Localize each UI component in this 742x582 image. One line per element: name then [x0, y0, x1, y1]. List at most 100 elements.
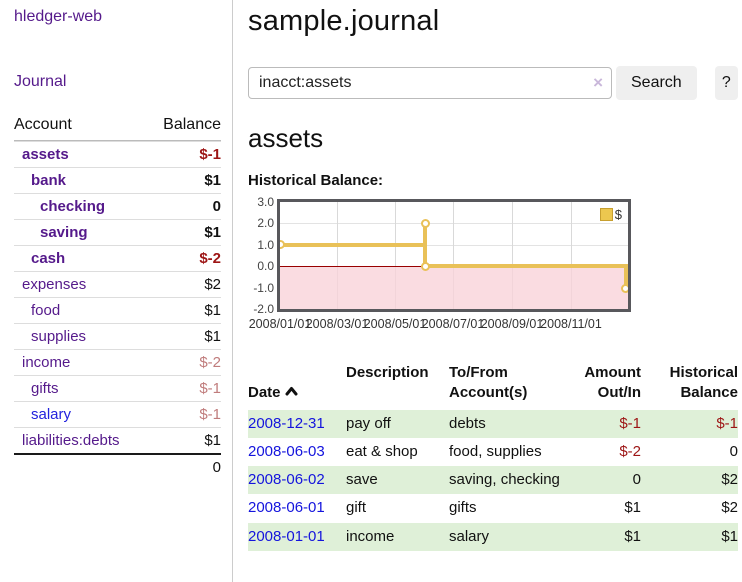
tofrom-column-header: To/From Account(s) — [449, 364, 528, 402]
account-link-food[interactable]: food — [31, 302, 61, 319]
negative-region — [280, 266, 628, 309]
account-heading: assets — [248, 123, 324, 153]
account-link-gifts[interactable]: gifts — [31, 380, 59, 397]
transaction-balance: 0 — [729, 442, 738, 460]
sort-ascending-icon — [285, 383, 298, 403]
gridline — [571, 202, 572, 309]
account-balance: $-1 — [199, 406, 221, 423]
gridline — [280, 223, 628, 224]
account-balance: $-1 — [199, 146, 221, 163]
transaction-accounts: salary — [449, 522, 561, 551]
account-link-assets[interactable]: assets — [22, 146, 69, 163]
gridline — [395, 202, 396, 309]
account-row: salary $-1 — [14, 401, 221, 427]
transaction-description: eat & shop — [346, 442, 418, 460]
account-link-income[interactable]: income — [22, 354, 71, 371]
y-tick: -1.0 — [253, 281, 274, 295]
sidebar: hledger-web Journal Account Balance asse… — [0, 0, 233, 582]
transaction-date-link[interactable]: 2008-06-01 — [248, 499, 325, 517]
y-tick: 1.0 — [257, 238, 274, 252]
transaction-balance: $1 — [643, 522, 738, 551]
register-row: 2008-06-03 eat & shop food, supplies $-2… — [248, 438, 738, 466]
gridline — [453, 202, 454, 309]
account-balance: $1 — [204, 302, 221, 319]
x-tick: 2008/01/01 — [248, 317, 312, 331]
main-content: sample.journal × Search ? assets Histori… — [248, 0, 738, 582]
historical-balance-chart: 3.0 2.0 1.0 0.0 -1.0 -2.0 — [248, 195, 738, 339]
transaction-accounts: gifts — [449, 499, 477, 517]
line-segment — [280, 243, 427, 247]
account-row: income $-2 — [14, 349, 221, 375]
amount-column-header: Amount Out/In — [584, 364, 641, 402]
clear-search-icon[interactable]: × — [593, 73, 603, 92]
account-link-liabilities-debts[interactable]: liabilities:debts — [22, 432, 120, 449]
transaction-date-link[interactable]: 2008-01-01 — [248, 527, 325, 545]
transaction-balance: $-1 — [643, 409, 738, 438]
account-link-saving[interactable]: saving — [40, 224, 88, 241]
legend-swatch — [599, 208, 613, 221]
transaction-balance: $2 — [721, 499, 738, 517]
transaction-description: gift — [346, 499, 367, 517]
account-row: saving $1 — [14, 219, 221, 245]
account-link-expenses[interactable]: expenses — [22, 276, 87, 293]
account-column-header: Account — [14, 116, 72, 133]
transaction-accounts: debts — [449, 409, 561, 438]
account-link-checking[interactable]: checking — [40, 198, 106, 215]
line-segment — [423, 264, 628, 268]
chart-title: Historical Balance: — [248, 172, 384, 189]
transaction-amount: 0 — [561, 466, 643, 495]
data-point — [421, 262, 430, 271]
transaction-amount: $-2 — [619, 442, 641, 460]
register-header-row: Date Description To/From Account(s) Amou… — [248, 361, 738, 410]
account-row: gifts $-1 — [14, 375, 221, 401]
date-column-header[interactable]: Date — [248, 361, 346, 410]
y-tick: 3.0 — [257, 195, 274, 209]
y-tick: 2.0 — [257, 216, 274, 230]
account-balance: $2 — [204, 276, 221, 293]
data-point — [280, 240, 285, 249]
register-row: 2008-12-31 pay off debts $-1 $-1 — [248, 409, 738, 438]
balance-column-header: Balance — [163, 116, 221, 133]
gridline — [280, 245, 628, 246]
account-link-cash[interactable]: cash — [31, 250, 66, 267]
x-tick: 2008/03/01 — [305, 317, 369, 331]
gridline — [512, 202, 513, 309]
account-row: liabilities:debts $1 — [14, 427, 221, 453]
search-button[interactable]: Search — [616, 66, 697, 100]
account-balance: $1 — [204, 328, 221, 345]
register-row: 2008-06-02 save saving, checking 0 $2 — [248, 466, 738, 495]
register-row: 2008-06-01 gift gifts $1 $2 — [248, 494, 738, 522]
account-row: supplies $1 — [14, 323, 221, 349]
x-tick: 2008/09/01 — [480, 317, 544, 331]
y-tick: 0.0 — [257, 259, 274, 273]
transaction-description: pay off — [346, 409, 449, 438]
app-title-link[interactable]: hledger-web — [14, 8, 103, 25]
account-row: bank $1 — [14, 167, 221, 193]
plot-area: $ — [277, 199, 631, 312]
balance-column-header: Historical Balance — [669, 364, 738, 402]
transaction-description: save — [346, 466, 449, 495]
sidebar-item-journal[interactable]: Journal — [14, 73, 67, 90]
account-balance: $1 — [204, 432, 221, 449]
transaction-date-link[interactable]: 2008-06-02 — [248, 471, 325, 488]
transaction-date-link[interactable]: 2008-06-03 — [248, 442, 325, 460]
transaction-description: income — [346, 522, 449, 551]
account-row: assets $-1 — [14, 141, 221, 167]
gridline — [337, 202, 338, 309]
account-link-salary[interactable]: salary — [31, 406, 72, 423]
transaction-date-link[interactable]: 2008-12-31 — [248, 414, 325, 432]
x-tick: 2008/11/01 — [540, 317, 602, 331]
help-button[interactable]: ? — [714, 66, 738, 100]
account-link-bank[interactable]: bank — [31, 172, 67, 189]
x-tick: 2008/07/01 — [421, 317, 485, 331]
accounts-total-row: 0 — [14, 453, 221, 480]
search-input[interactable] — [248, 67, 612, 99]
transaction-accounts: saving, checking — [449, 466, 561, 495]
account-balance: $-2 — [199, 354, 221, 371]
account-balance: $-1 — [199, 380, 221, 397]
register-row: 2008-01-01 income salary $1 $1 — [248, 522, 738, 551]
account-link-supplies[interactable]: supplies — [31, 328, 87, 345]
transaction-accounts: food, supplies — [449, 442, 542, 460]
transaction-amount: $1 — [561, 522, 643, 551]
account-row: expenses $2 — [14, 271, 221, 297]
